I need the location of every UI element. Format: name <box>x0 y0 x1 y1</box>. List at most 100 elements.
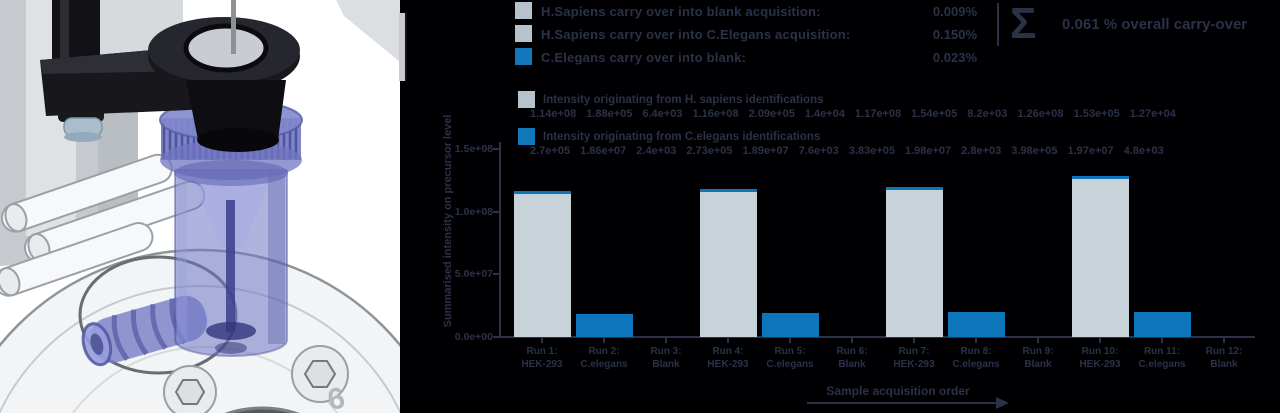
run-sample: C.elegans <box>952 359 1000 370</box>
bar-celegans <box>761 313 819 337</box>
needle <box>231 0 236 54</box>
x-tick-mark <box>1161 338 1163 343</box>
run-sample: Blank <box>1024 359 1052 370</box>
sigma-symbol: Σ <box>1010 0 1037 48</box>
series-value: 3.83e+05 <box>848 145 895 157</box>
legend-series-values: 1.14e+08 1.88e+05 6.4e+03 1.16e+08 2.09e+05 1… <box>530 108 1176 120</box>
clamp-neck <box>186 80 286 140</box>
bar-hsapiens <box>1071 179 1129 337</box>
series-value: 1.89e+07 <box>742 145 789 157</box>
run-sample: Blank <box>652 359 680 370</box>
run-sample: HEK-293 <box>1079 359 1121 370</box>
series-value: 8.2e+03 <box>967 108 1008 120</box>
x-tick-mark <box>1037 338 1039 343</box>
run-sample: Blank <box>1210 359 1238 370</box>
series-value: 4.8e+03 <box>1123 145 1164 157</box>
sample-vial <box>81 99 303 367</box>
run-number: Run 12: <box>1205 346 1243 357</box>
stat-swatch <box>515 25 532 42</box>
run-number: Run 1: <box>526 346 558 357</box>
run-number: Run 2: <box>588 346 620 357</box>
series-value: 1.88e+05 <box>586 108 633 120</box>
run-sample: Blank <box>838 359 866 370</box>
y-tick-label: 0.0e+00 <box>454 331 493 343</box>
run-number: Run 11: <box>1143 346 1181 357</box>
x-tick-mark <box>789 338 791 343</box>
x-tick-mark <box>1223 338 1225 343</box>
y-tick-label: 1.0e+08 <box>454 205 493 218</box>
series-value: 7.6e+03 <box>798 145 839 157</box>
x-tick-label: Run 3: Blank <box>631 345 701 371</box>
carryover-stat-row: H.Sapiens carry over into C.Elegans acqu… <box>400 25 1280 43</box>
legend-series-name: Intensity originating from H. sapiens id… <box>543 94 824 106</box>
stat-value: 0.150% <box>932 27 977 42</box>
y-tick-mark <box>493 273 500 276</box>
x-tick-label: Run 5: C.elegans <box>755 345 825 371</box>
bar-celegans <box>885 187 943 191</box>
x-tick-label: Run 9: Blank <box>1003 345 1073 371</box>
x-axis-line <box>499 336 1255 338</box>
series-value: 1.54e+05 <box>911 108 958 120</box>
bar-celegans <box>1133 312 1191 337</box>
x-tick-label: Run 11: C.elegans <box>1127 345 1197 371</box>
run-sample: HEK-293 <box>893 359 935 370</box>
machine-edge-strip <box>399 13 407 81</box>
hub-hole <box>224 406 300 413</box>
series-value: 2.09e+05 <box>748 108 795 120</box>
y-tick-label: 5.0e+07 <box>454 268 493 281</box>
x-tick-mark <box>913 338 915 343</box>
series-value: 1.86e+07 <box>580 145 627 157</box>
bar-hsapiens <box>513 194 571 337</box>
run-number: Run 4: <box>712 346 744 357</box>
run-sample: C.elegans <box>766 359 814 370</box>
series-value: 2.73e+05 <box>686 145 733 157</box>
carryover-dashboard: H.Sapiens carry over into blank acquisit… <box>400 0 1280 413</box>
run-number: Run 3: <box>650 346 682 357</box>
x-tick-mark <box>975 338 977 343</box>
series-value: 1.26e+08 <box>1017 108 1064 120</box>
bar-celegans <box>513 191 571 195</box>
run-number: Run 5: <box>774 346 806 357</box>
series-value: 6.4e+03 <box>642 108 683 120</box>
run-number: Run 9: <box>1022 346 1054 357</box>
bar-celegans <box>575 313 633 337</box>
legend-swatch <box>518 128 535 145</box>
stat-label: H.Sapiens carry over into blank acquisit… <box>541 4 821 19</box>
series-value: 1.17e+08 <box>854 108 902 120</box>
etched-digit: 6 <box>325 381 348 413</box>
legend-entry: Intensity originating from H. sapiens id… <box>518 91 1278 127</box>
series-value: 3.98e+05 <box>1011 145 1058 157</box>
hex-bolt <box>163 365 217 413</box>
x-tick-label: Run 8: C.elegans <box>941 345 1011 371</box>
clamp-assembly <box>40 0 300 152</box>
overall-carryover-summary: 0.061 % overall carry-over <box>1062 16 1248 33</box>
legend-entry: Intensity originating from C.elegans ide… <box>518 128 1278 164</box>
run-sample: C.elegans <box>1138 359 1186 370</box>
y-tick-mark <box>493 148 500 150</box>
x-tick-label: Run 4: HEK-293 <box>693 345 763 371</box>
carryover-stat-row: H.Sapiens carry over into blank acquisit… <box>400 2 1280 20</box>
bar-celegans <box>699 188 757 192</box>
x-axis-title: Sample acquisition order <box>826 384 970 398</box>
x-tick-mark <box>665 338 667 343</box>
run-number: Run 7: <box>898 346 930 357</box>
series-value: 1.14e+08 <box>530 108 577 120</box>
stat-value: 0.009% <box>932 4 977 19</box>
x-tick-label: Run 2: C.elegans <box>569 345 639 371</box>
bar-hsapiens <box>885 190 943 337</box>
stat-label: C.Elegans carry over into blank: <box>541 50 747 65</box>
stat-swatch <box>515 48 532 65</box>
hex-bolt <box>291 345 349 403</box>
series-value: 1.16e+08 <box>692 108 739 120</box>
series-value: 2.8e+03 <box>961 145 1002 157</box>
y-tick-mark <box>493 210 500 213</box>
inner-tube <box>226 200 235 332</box>
y-tick-mark <box>493 336 500 338</box>
x-tick-mark <box>851 338 853 343</box>
x-tick-label: Run 6: Blank <box>817 345 887 371</box>
carryover-stat-row: C.Elegans carry over into blank: 0.023% <box>400 48 1280 66</box>
ring-hole <box>186 26 266 70</box>
x-tick-mark <box>541 338 543 343</box>
instrument-illustration: 6 <box>0 0 442 413</box>
